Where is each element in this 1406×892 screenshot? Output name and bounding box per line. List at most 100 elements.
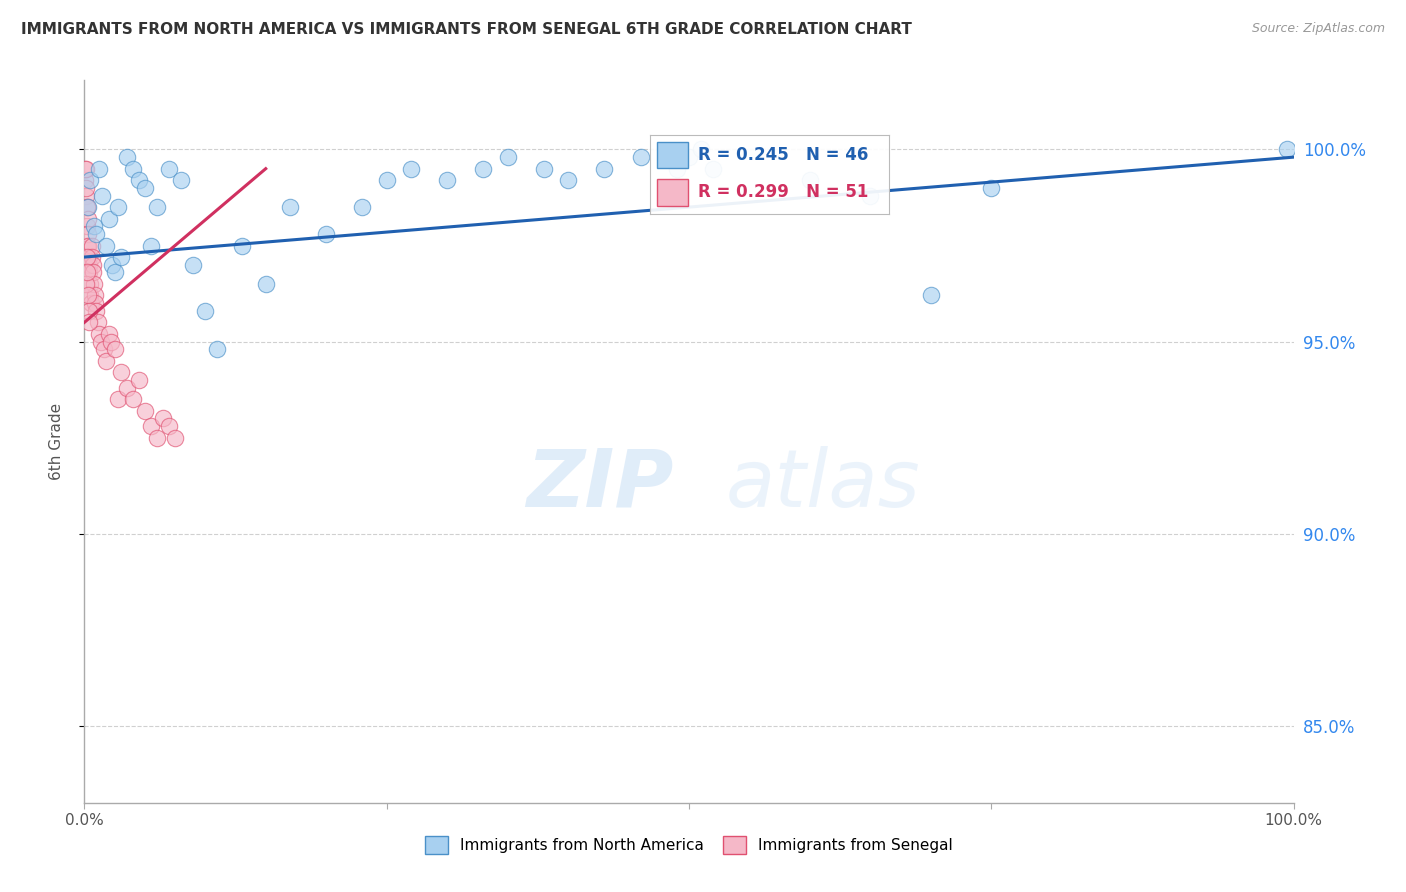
Point	[375, 173, 398, 187]
Point	[97, 326, 120, 341]
Point	[146, 200, 169, 214]
Point	[73, 173, 96, 187]
Point	[533, 161, 555, 176]
Point	[472, 161, 495, 176]
Legend: Immigrants from North America, Immigrants from Senegal: Immigrants from North America, Immigrant…	[419, 830, 959, 860]
Point	[77, 288, 100, 302]
Point	[146, 431, 169, 445]
Point	[399, 161, 422, 176]
Point	[77, 315, 100, 329]
Point	[82, 258, 104, 272]
Point	[82, 250, 104, 264]
Point	[76, 238, 98, 252]
Point	[76, 219, 98, 234]
Point	[110, 250, 132, 264]
Point	[139, 419, 162, 434]
Point	[101, 258, 124, 272]
Point	[630, 150, 652, 164]
Point	[76, 200, 98, 214]
Point	[83, 219, 105, 234]
Point	[859, 188, 882, 202]
Point	[115, 381, 138, 395]
Point	[157, 161, 180, 176]
Text: atlas: atlas	[725, 446, 920, 524]
Point	[75, 161, 97, 176]
Point	[104, 265, 127, 279]
Text: Source: ZipAtlas.com: Source: ZipAtlas.com	[1251, 22, 1385, 36]
Point	[139, 238, 162, 252]
Point	[86, 304, 108, 318]
Point	[920, 288, 942, 302]
Point	[678, 150, 700, 164]
Point	[77, 265, 100, 279]
Point	[87, 161, 110, 176]
Point	[107, 200, 129, 214]
Point	[254, 277, 277, 291]
Point	[82, 265, 104, 279]
Point	[76, 250, 98, 264]
Point	[75, 161, 97, 176]
FancyBboxPatch shape	[657, 142, 688, 169]
Point	[75, 188, 97, 202]
Point	[76, 211, 98, 226]
Point	[352, 200, 374, 214]
Text: ZIP: ZIP	[526, 446, 673, 524]
Point	[77, 227, 100, 241]
Point	[134, 181, 156, 195]
Point	[100, 334, 122, 349]
Point	[557, 173, 579, 187]
Point	[97, 211, 120, 226]
Point	[1277, 143, 1299, 157]
Point	[128, 373, 150, 387]
Point	[104, 343, 127, 357]
Point	[165, 431, 187, 445]
Point	[593, 161, 616, 176]
Point	[86, 315, 108, 329]
Point	[702, 161, 724, 176]
Point	[77, 258, 100, 272]
Point	[77, 238, 100, 252]
Point	[121, 161, 143, 176]
Point	[181, 258, 204, 272]
Point	[134, 404, 156, 418]
Point	[90, 334, 112, 349]
Text: IMMIGRANTS FROM NORTH AMERICA VS IMMIGRANTS FROM SENEGAL 6TH GRADE CORRELATION C: IMMIGRANTS FROM NORTH AMERICA VS IMMIGRA…	[21, 22, 912, 37]
Point	[799, 173, 821, 187]
Point	[93, 343, 115, 357]
Point	[152, 411, 174, 425]
Point	[980, 181, 1002, 195]
Point	[91, 188, 114, 202]
Point	[79, 173, 101, 187]
Point	[107, 392, 129, 407]
Text: R = 0.299   N = 51: R = 0.299 N = 51	[697, 183, 868, 202]
Point	[83, 288, 105, 302]
Point	[83, 277, 105, 291]
Point	[115, 150, 138, 164]
Point	[76, 200, 98, 214]
Point	[157, 419, 180, 434]
Point	[87, 326, 110, 341]
FancyBboxPatch shape	[657, 178, 688, 205]
Point	[207, 343, 229, 357]
Point	[170, 173, 193, 187]
Point	[77, 200, 100, 214]
Point	[76, 265, 98, 279]
Point	[436, 173, 458, 187]
Point	[110, 365, 132, 379]
Point	[75, 277, 97, 291]
Point	[84, 296, 107, 310]
Point	[194, 304, 217, 318]
Point	[75, 181, 97, 195]
Point	[94, 354, 117, 368]
Point	[315, 227, 337, 241]
Point	[79, 277, 101, 291]
Point	[128, 173, 150, 187]
Point	[94, 238, 117, 252]
Point	[278, 200, 301, 214]
Point	[665, 161, 688, 176]
Point	[86, 227, 108, 241]
Point	[77, 250, 100, 264]
Point	[80, 238, 103, 252]
Y-axis label: 6th Grade: 6th Grade	[49, 403, 63, 480]
Point	[77, 304, 100, 318]
